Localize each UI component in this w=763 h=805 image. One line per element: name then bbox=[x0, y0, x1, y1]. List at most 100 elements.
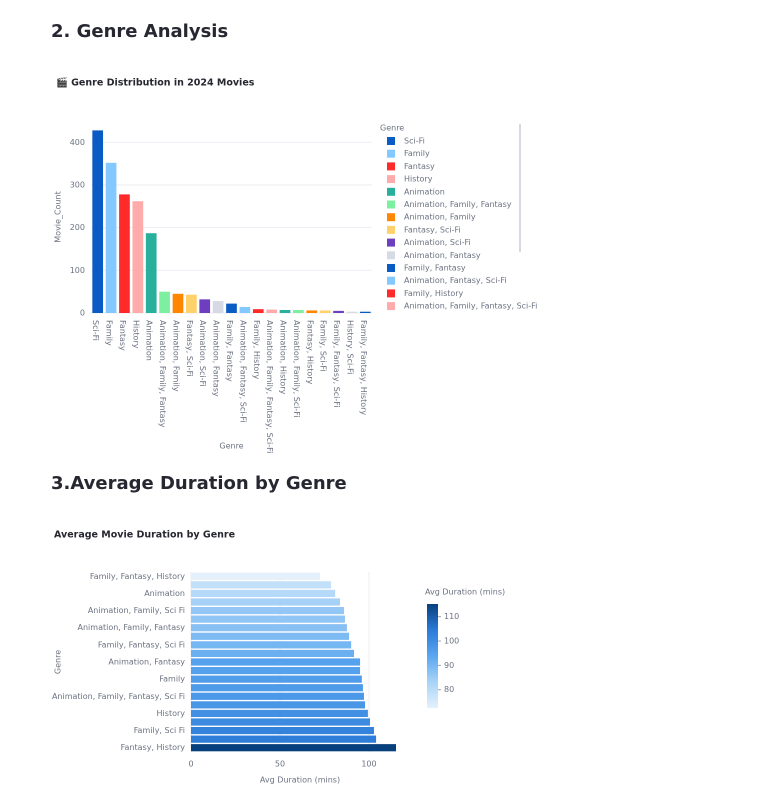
legend-label: Fantasy, Sci-Fi bbox=[404, 225, 461, 234]
legend-label: Fantasy bbox=[404, 162, 435, 171]
colorbar-tick-label: 80 bbox=[444, 685, 454, 694]
x-tick-label: Family bbox=[105, 320, 114, 346]
x-tick-label: Fantasy bbox=[118, 320, 127, 351]
legend-swatch bbox=[387, 264, 395, 272]
bar bbox=[191, 744, 397, 752]
bar bbox=[293, 310, 304, 313]
bar bbox=[92, 130, 104, 313]
y-tick-label: Family bbox=[159, 675, 185, 684]
x-tick-label: Family, Sci-Fi bbox=[319, 320, 328, 372]
y-tick-label: Animation, Fantasy bbox=[108, 658, 185, 667]
x-tick-label: 100 bbox=[361, 760, 376, 769]
legend-swatch bbox=[387, 238, 395, 247]
x-tick-label: 50 bbox=[275, 760, 285, 769]
legend-label: Family, History bbox=[404, 289, 464, 298]
x-tick-label: Family, Fantasy, Sci-Fi bbox=[332, 320, 341, 408]
legend-swatch bbox=[387, 137, 395, 145]
legend-label: Animation, Fantasy, Sci-Fi bbox=[404, 276, 507, 285]
bar bbox=[191, 666, 361, 675]
x-tick-label: Family, History bbox=[252, 320, 261, 380]
bar bbox=[333, 310, 344, 313]
legend-label: History bbox=[404, 175, 433, 184]
legend-swatch bbox=[387, 175, 395, 184]
bar bbox=[191, 624, 347, 632]
x-tick-label: History, Sci-Fi bbox=[345, 320, 354, 374]
bar bbox=[191, 726, 374, 735]
bar bbox=[145, 233, 157, 313]
bar bbox=[172, 293, 184, 313]
x-tick-label: Family, Fantasy, History bbox=[359, 320, 368, 415]
bar bbox=[132, 201, 144, 313]
legend-swatch bbox=[387, 276, 395, 285]
y-tick-label: Family, Sci Fi bbox=[134, 726, 185, 735]
x-tick-label: Sci-Fi bbox=[91, 320, 100, 341]
y-tick-label: Animation, Family, Fantasy bbox=[78, 623, 186, 632]
bar bbox=[191, 684, 363, 692]
bar bbox=[199, 299, 211, 313]
bar bbox=[319, 310, 331, 313]
bar bbox=[191, 632, 350, 640]
x-axis-title: Genre bbox=[219, 442, 243, 451]
colorbar-tick-label: 90 bbox=[444, 661, 454, 670]
bar bbox=[359, 311, 371, 313]
chart-title: Average Movie Duration by Genre bbox=[54, 530, 235, 541]
legend-swatch bbox=[387, 302, 395, 311]
bar bbox=[279, 310, 291, 313]
colorbar-tick-label: 110 bbox=[444, 612, 459, 621]
bar bbox=[191, 641, 352, 649]
bar bbox=[191, 709, 368, 718]
colorbar-tick-label: 100 bbox=[444, 637, 459, 646]
x-tick-label: Animation, Sci-Fi bbox=[198, 320, 207, 387]
y-axis-title: Genre bbox=[54, 650, 63, 674]
bar bbox=[191, 718, 371, 726]
legend-title: Genre bbox=[380, 124, 404, 133]
legend-label: Family, Fantasy bbox=[404, 264, 466, 273]
bar bbox=[191, 692, 364, 700]
x-tick-label: Animation, Family, Sci-Fi bbox=[292, 320, 301, 418]
bar bbox=[186, 294, 197, 313]
y-tick-label: 200 bbox=[70, 223, 85, 232]
bar bbox=[191, 675, 362, 683]
y-tick-label: Animation, Family, Fantasy, Sci Fi bbox=[52, 692, 185, 701]
bar bbox=[306, 310, 318, 313]
colorbar-title: Avg Duration (mins) bbox=[425, 588, 505, 597]
bar bbox=[119, 194, 130, 313]
bar bbox=[105, 162, 117, 313]
bar bbox=[346, 311, 358, 313]
y-tick-label: History bbox=[157, 709, 186, 718]
chart-title: 🎬 Genre Distribution in 2024 Movies bbox=[56, 77, 255, 89]
bar bbox=[191, 735, 377, 743]
y-tick-label: Animation, Family, Sci Fi bbox=[88, 606, 185, 615]
bar bbox=[191, 581, 332, 589]
legend-swatch bbox=[387, 162, 395, 171]
bar bbox=[191, 701, 366, 709]
x-tick-label: Family, Fantasy bbox=[225, 320, 234, 382]
bar bbox=[191, 606, 345, 615]
y-tick-label: Family, Fantasy, Sci Fi bbox=[98, 640, 185, 649]
bar bbox=[191, 615, 345, 623]
y-axis-title: Movie_Count bbox=[54, 191, 63, 242]
legend-swatch bbox=[387, 213, 395, 222]
legend-label: Animation, Fantasy bbox=[404, 251, 481, 260]
bar bbox=[191, 598, 340, 606]
x-tick-label: Animation, Family, Fantasy bbox=[158, 320, 167, 428]
legend-swatch bbox=[387, 149, 395, 158]
y-tick-label: 100 bbox=[70, 266, 85, 275]
bar bbox=[266, 309, 277, 313]
section-heading: 2. Genre Analysis bbox=[51, 21, 228, 42]
section-heading: 3.Average Duration by Genre bbox=[51, 473, 347, 494]
y-tick-label: Family, Fantasy, History bbox=[90, 572, 185, 581]
legend-swatch bbox=[387, 289, 395, 298]
y-tick-label: Fantasy, History bbox=[121, 743, 186, 752]
legend-swatch bbox=[387, 200, 395, 209]
x-tick-label: Fantasy, History bbox=[305, 320, 314, 385]
y-tick-label: Animation bbox=[144, 589, 185, 598]
legend-swatch bbox=[387, 187, 395, 196]
bar bbox=[159, 291, 170, 313]
x-tick-label: Animation, History bbox=[279, 320, 288, 395]
legend-label: Animation, Family bbox=[404, 213, 476, 222]
y-tick-label: 400 bbox=[70, 138, 85, 147]
x-tick-label: Animation, Fantasy, Sci-Fi bbox=[238, 320, 247, 423]
bar bbox=[191, 658, 361, 666]
